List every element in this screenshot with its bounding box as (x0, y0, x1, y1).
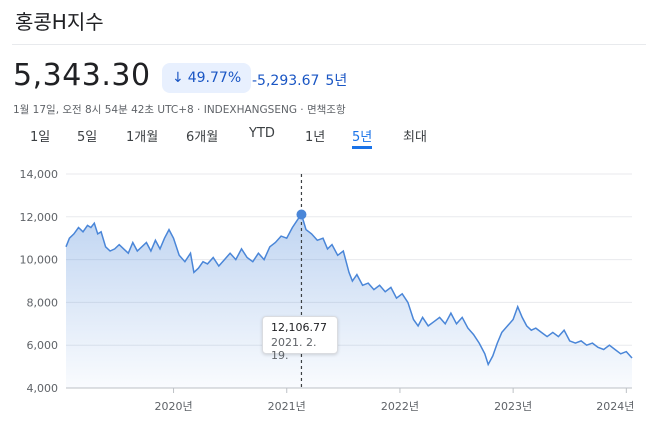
arrow-down-icon: ↓ (172, 70, 184, 86)
x-tick-label: 2024년 (596, 400, 634, 413)
tooltip-value: 12,106.77 (271, 321, 327, 334)
index-title: 홍콩H지수 (15, 10, 104, 34)
y-tick-label: 6,000 (27, 339, 59, 352)
y-axis-ticks: 4,000 6,000 8,000 10,000 12,000 14,000 (20, 168, 59, 395)
change-percent-badge: ↓ 49.77% (162, 63, 252, 93)
change-percent: 49.77% (187, 70, 242, 86)
change-absolute: -5,293.67 5년 (252, 70, 347, 90)
y-tick-label: 14,000 (20, 168, 59, 181)
x-axis-ticks: 2020년 2021년 2022년 2023년 2024년 (154, 388, 634, 413)
change-value: -5,293.67 (252, 73, 320, 89)
tab-ytd[interactable]: YTD (249, 126, 275, 141)
change-period: 5년 (325, 73, 348, 89)
highlight-point (296, 209, 307, 220)
tab-5y[interactable]: 5년 (352, 126, 373, 149)
x-tick-label: 2023년 (494, 400, 532, 413)
quote-meta: 1월 17일, 오전 8시 54분 42초 UTC+8 · INDEXHANGS… (13, 104, 346, 116)
current-price: 5,343.30 (13, 58, 151, 93)
tab-5d[interactable]: 5일 (77, 130, 98, 145)
x-tick-label: 2022년 (381, 400, 419, 413)
tab-1d[interactable]: 1일 (30, 130, 51, 145)
value-tooltip: 12,106.77 2021. 2. 19. (262, 316, 338, 362)
x-tick-label: 2020년 (154, 400, 192, 413)
y-tick-label: 8,000 (27, 296, 59, 309)
tab-6m[interactable]: 6개월 (186, 130, 219, 145)
tab-1m[interactable]: 1개월 (126, 130, 159, 145)
price-area (66, 214, 632, 388)
price-line (65, 212, 633, 367)
x-tick-label: 2021년 (268, 400, 306, 413)
y-tick-label: 10,000 (20, 254, 59, 267)
y-tick-label: 4,000 (27, 382, 59, 395)
range-tabs: 1일 5일 1개월 6개월 YTD 1년 5년 최대 (0, 126, 658, 152)
tab-1y[interactable]: 1년 (305, 130, 326, 145)
y-tick-label: 12,000 (20, 211, 59, 224)
tab-max[interactable]: 최대 (403, 130, 427, 145)
tooltip-date: 2021. 2. 19. (271, 336, 317, 362)
header-divider (12, 44, 646, 45)
